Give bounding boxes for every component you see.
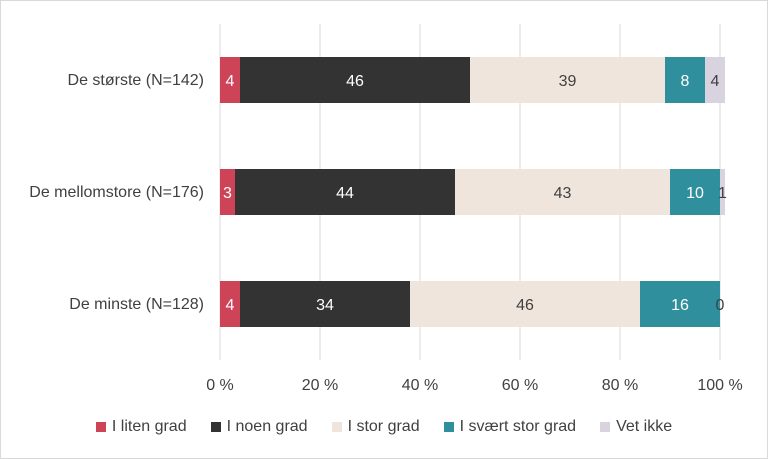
x-tick-label: 40 % bbox=[402, 377, 438, 394]
bar-segment bbox=[470, 57, 665, 103]
data-label: 46 bbox=[516, 297, 534, 314]
data-label: 39 bbox=[559, 73, 577, 90]
bar-segment bbox=[220, 281, 240, 327]
legend-item: I noen grad bbox=[210, 418, 308, 436]
data-label: 8 bbox=[681, 73, 690, 90]
legend-label: I stor grad bbox=[347, 418, 420, 435]
legend-label: I svært stor grad bbox=[459, 418, 577, 435]
data-label: 0 bbox=[716, 297, 725, 314]
data-label: 16 bbox=[671, 297, 689, 314]
legend-item: I stor grad bbox=[331, 418, 420, 436]
x-tick-label: 20 % bbox=[302, 377, 338, 394]
legend-label: I liten grad bbox=[111, 418, 187, 435]
data-label: 1 bbox=[718, 185, 727, 202]
legend-swatch bbox=[95, 422, 106, 432]
legend-item: Vet ikke bbox=[600, 418, 672, 436]
bar-segment bbox=[220, 169, 235, 215]
x-tick-label: 0 % bbox=[206, 377, 234, 394]
data-label: 44 bbox=[336, 185, 354, 202]
bar-segment bbox=[455, 169, 670, 215]
legend: I liten grad I noen grad I stor grad I svær… bbox=[0, 414, 768, 440]
bar-segment bbox=[665, 57, 705, 103]
legend-swatch bbox=[210, 422, 221, 432]
data-label: 4 bbox=[226, 297, 235, 314]
legend-item: I svært stor grad bbox=[443, 418, 577, 436]
legend-swatch bbox=[443, 422, 454, 432]
category-label: De minste (N=128) bbox=[69, 296, 204, 313]
bar-segment bbox=[240, 281, 410, 327]
data-label: 10 bbox=[686, 185, 704, 202]
bar-segment bbox=[705, 57, 725, 103]
bar-segment bbox=[720, 169, 725, 215]
data-label: 43 bbox=[554, 185, 572, 202]
data-label: 46 bbox=[346, 73, 364, 90]
legend-swatch bbox=[331, 422, 342, 432]
data-label: 3 bbox=[223, 185, 232, 202]
bar-segment bbox=[220, 57, 240, 103]
legend-item: I liten grad bbox=[95, 418, 187, 436]
bar-segment bbox=[235, 169, 455, 215]
x-tick-label: 80 % bbox=[602, 377, 638, 394]
legend-swatch bbox=[600, 422, 611, 432]
bar-segment bbox=[640, 281, 720, 327]
data-label: 4 bbox=[711, 73, 720, 90]
bar-segment bbox=[240, 57, 470, 103]
data-label: 4 bbox=[226, 73, 235, 90]
category-label: De mellomstore (N=176) bbox=[29, 184, 204, 201]
legend-label: Vet ikke bbox=[616, 418, 673, 435]
x-tick-label: 60 % bbox=[502, 377, 538, 394]
legend-label: I noen grad bbox=[226, 418, 308, 435]
bar-segment bbox=[670, 169, 720, 215]
category-label: De største (N=142) bbox=[68, 72, 204, 89]
bar-segment bbox=[410, 281, 640, 327]
x-tick-label: 100 % bbox=[697, 377, 742, 394]
data-label: 34 bbox=[316, 297, 334, 314]
